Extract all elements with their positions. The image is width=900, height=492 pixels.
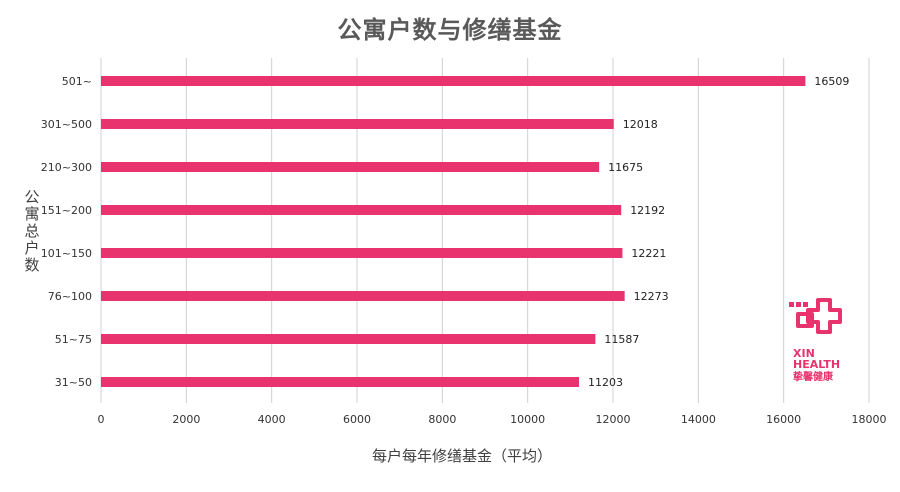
bars bbox=[101, 76, 806, 387]
y-tick-label: 501~ bbox=[62, 75, 92, 88]
gridlines bbox=[100, 58, 870, 403]
y-axis-title-char: 总 bbox=[24, 222, 39, 240]
y-axis-title-char: 数 bbox=[24, 256, 39, 274]
x-tick-label: 0 bbox=[98, 413, 105, 426]
data-label: 11675 bbox=[608, 161, 643, 174]
data-label: 12221 bbox=[631, 247, 666, 260]
bar bbox=[101, 377, 579, 387]
data-label: 16509 bbox=[814, 75, 849, 88]
data-label: 12192 bbox=[630, 204, 665, 217]
xin-health-logo: XIN HEALTH 挚馨健康 bbox=[789, 298, 842, 383]
bar bbox=[101, 162, 600, 172]
x-tick-label: 6000 bbox=[343, 413, 371, 426]
data-label: 11203 bbox=[588, 376, 623, 389]
bar bbox=[101, 76, 806, 86]
logo-text-chinese: 挚馨健康 bbox=[793, 370, 834, 383]
bar bbox=[101, 291, 625, 301]
chart-title: 公寓户数与修缮基金 bbox=[337, 16, 563, 44]
x-tick-label: 4000 bbox=[258, 413, 286, 426]
y-axis-title-char: 公 bbox=[24, 188, 39, 206]
bar bbox=[101, 119, 614, 129]
x-tick-label: 12000 bbox=[596, 413, 631, 426]
x-axis-title: 每户每年修缮基金（平均） bbox=[372, 447, 552, 465]
data-label: 12273 bbox=[634, 290, 669, 303]
data-label: 11587 bbox=[604, 333, 639, 346]
bar bbox=[101, 334, 596, 344]
y-tick-label: 51~75 bbox=[55, 333, 92, 346]
y-tick-label: 301~500 bbox=[41, 118, 92, 131]
x-tick-label: 2000 bbox=[172, 413, 200, 426]
y-tick-label: 101~150 bbox=[41, 247, 92, 260]
x-tick-label: 14000 bbox=[681, 413, 716, 426]
logo-text-health: HEALTH bbox=[793, 358, 840, 371]
logo-text-xin: XIN bbox=[793, 347, 815, 360]
medical-cross-logo-icon bbox=[789, 298, 842, 334]
bar bbox=[101, 248, 623, 258]
y-tick-label: 210~300 bbox=[41, 161, 92, 174]
x-tick-label: 10000 bbox=[510, 413, 545, 426]
data-label: 12018 bbox=[623, 118, 658, 131]
x-tick-label: 18000 bbox=[852, 413, 887, 426]
bar bbox=[101, 205, 622, 215]
x-tick-label: 16000 bbox=[766, 413, 801, 426]
y-axis-title-char: 寓 bbox=[24, 205, 39, 223]
y-tick-label: 151~200 bbox=[41, 204, 92, 217]
labels: 0 2000 4000 6000 8000 10000 12000 14000 16000 180… bbox=[41, 75, 887, 426]
y-axis-title-char: 户 bbox=[24, 239, 39, 257]
y-tick-label: 76~100 bbox=[48, 290, 92, 303]
y-tick-label: 31~50 bbox=[55, 376, 92, 389]
x-tick-label: 8000 bbox=[428, 413, 456, 426]
